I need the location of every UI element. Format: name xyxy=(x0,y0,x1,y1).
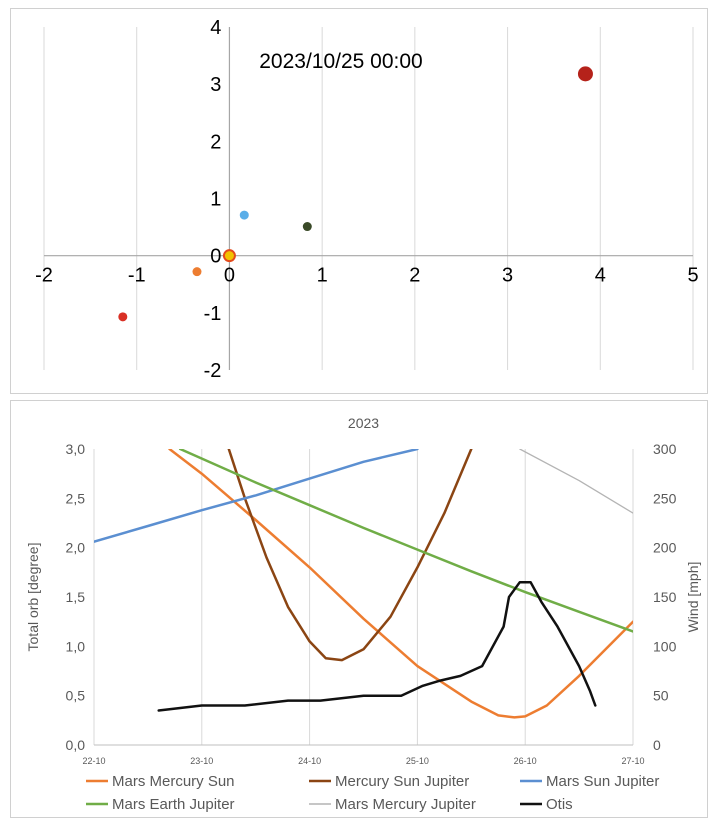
y2-tick-label: 0 xyxy=(653,737,661,753)
scatter-point xyxy=(222,249,236,263)
y-tick-label: 2 xyxy=(210,131,221,153)
series-line xyxy=(178,449,633,633)
line-chart-panel: 2023 3,0 2,5 2,0 1,5 1,0 0,5 0,0 300 250 200 150 100… xyxy=(10,400,708,818)
y2-tick-label: 50 xyxy=(653,688,669,704)
x-tick-label: 5 xyxy=(687,265,698,287)
x-tick-label: 1 xyxy=(317,265,328,287)
y2-tick-label: 150 xyxy=(653,589,677,605)
scatter-point xyxy=(302,222,312,232)
series-line xyxy=(168,449,633,719)
x-tick-label: 26-10 xyxy=(514,756,537,766)
series-line xyxy=(519,449,633,514)
x-tick-label: -1 xyxy=(128,265,146,287)
line-chart: 2023 3,0 2,5 2,0 1,5 1,0 0,5 0,0 300 250 200 150 100… xyxy=(25,415,701,813)
legend-label: Otis xyxy=(546,796,573,813)
y-tick-label: 0 xyxy=(210,246,221,268)
y-tick-label: 4 xyxy=(210,17,221,39)
x-tick-label: 0 xyxy=(224,265,235,287)
legend-label: Mars Mercury Jupiter xyxy=(335,796,476,813)
chart-title: 2023/10/25 00:00 xyxy=(259,50,423,73)
y-tick-label: 2,5 xyxy=(66,490,86,506)
y2-axis-title: Wind [mph] xyxy=(685,562,701,633)
y-tick-label: -1 xyxy=(204,303,222,325)
y-tick-label: 2,0 xyxy=(66,540,86,556)
x-tick-label: 24-10 xyxy=(298,756,321,766)
y2-tick-label: 100 xyxy=(653,638,677,654)
y-tick-label: 1,0 xyxy=(66,638,86,654)
x-tick-label: 2 xyxy=(409,265,420,287)
y-tick-label: 0,5 xyxy=(66,688,86,704)
y-tick-label: 1,5 xyxy=(66,589,86,605)
chart-title: 2023 xyxy=(348,415,379,431)
legend-label: Mars Earth Jupiter xyxy=(112,796,235,813)
x-tick-label: 4 xyxy=(595,265,606,287)
series-group xyxy=(94,449,633,719)
x-tick-label: 22-10 xyxy=(82,756,105,766)
series-line xyxy=(157,580,597,712)
x-tick-label: 23-10 xyxy=(190,756,213,766)
y-tick-label: 1 xyxy=(210,189,221,211)
x-tick-label: 27-10 xyxy=(621,756,644,766)
legend-label: Mercury Sun Jupiter xyxy=(335,773,469,790)
y-tick-label: 0,0 xyxy=(66,737,86,753)
y-tick-label: -2 xyxy=(204,360,222,382)
scatter-point xyxy=(192,267,202,277)
y2-tick-label: 250 xyxy=(653,490,677,506)
x-tick-label: 3 xyxy=(502,265,513,287)
y2-tick-label: 300 xyxy=(653,441,677,457)
scatter-chart-panel: -2 -1 0 1 2 3 4 5 4 3 2 1 0 -1 -2 2023/10/25 00:00 xyxy=(10,8,708,394)
series-line xyxy=(227,449,473,662)
y-tick-label: 3 xyxy=(210,74,221,96)
series-line xyxy=(94,449,419,543)
x-tick-label: 25-10 xyxy=(406,756,429,766)
scatter-point xyxy=(577,66,593,82)
y-axis-title: Total orb [degree] xyxy=(25,543,41,652)
legend-label: Mars Mercury Sun xyxy=(112,773,235,790)
y-tick-label: 3,0 xyxy=(66,441,86,457)
x-tick-label: -2 xyxy=(35,265,53,287)
scatter-point xyxy=(118,312,128,322)
legend-label: Mars Sun Jupiter xyxy=(546,773,659,790)
scatter-point xyxy=(239,210,249,220)
y2-tick-label: 200 xyxy=(653,540,677,556)
